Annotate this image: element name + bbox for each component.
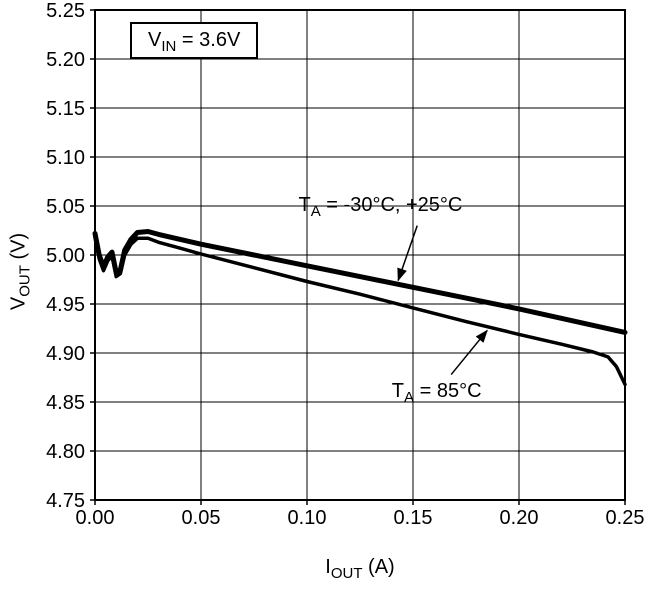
x-axis-label-text: I — [325, 556, 331, 578]
annotation-subscript: A — [310, 203, 321, 221]
y-axis-label: VOUT (V) — [7, 172, 34, 372]
condition-text: = 3.6V — [176, 29, 241, 51]
x-tick-label: 0.20 — [500, 507, 539, 529]
y-axis-label-text: (V) — [7, 232, 30, 266]
y-tick-label: 5.05 — [46, 196, 85, 218]
y-tick-label: 4.95 — [46, 294, 85, 316]
y-tick-label: 5.25 — [46, 0, 85, 22]
input-voltage-condition-box: VIN = 3.6V — [130, 22, 259, 59]
condition-text: V — [148, 29, 162, 51]
y-tick-label: 5.20 — [46, 49, 85, 71]
annotation-text: = -30°C, +25°C — [320, 194, 463, 217]
y-axis-label-subscript: OUT — [16, 265, 34, 297]
annotation-text: T — [298, 194, 311, 217]
annotation-arrow-1 — [450, 329, 488, 376]
series-line-1 — [93, 235, 627, 387]
annotation-arrow-0 — [397, 225, 418, 282]
x-axis-label-subscript: OUT — [330, 565, 363, 582]
curve-label-ta-hot: TA = 85°C — [391, 380, 482, 407]
y-axis-label-text: V — [7, 296, 30, 311]
x-tick-label: 0.25 — [606, 507, 645, 529]
condition-subscript: IN — [161, 38, 177, 55]
y-tick-label: 4.90 — [46, 343, 85, 365]
y-tick-label: 5.15 — [46, 98, 85, 120]
y-tick-label: 4.80 — [46, 441, 85, 463]
x-axis-label-text: (A) — [362, 556, 395, 578]
annotation-text: T — [391, 380, 405, 403]
y-tick-label: 4.75 — [46, 490, 85, 512]
x-tick-label: 0.15 — [394, 507, 433, 529]
x-axis-label: IOUT (A) — [95, 556, 625, 582]
plot-border — [94, 9, 626, 501]
y-tick-label: 5.10 — [46, 147, 85, 169]
annotation-subscript: A — [404, 389, 415, 407]
curve-label-ta-cold: TA = -30°C, +25°C — [298, 194, 463, 221]
y-tick-label: 5.00 — [46, 245, 85, 267]
series-line-0 — [92, 229, 628, 335]
x-tick-label: 0.05 — [182, 507, 221, 529]
y-tick-label: 4.85 — [46, 392, 85, 414]
x-tick-label: 0.00 — [76, 507, 115, 529]
annotation-text: = 85°C — [414, 380, 482, 403]
x-tick-label: 0.10 — [288, 507, 327, 529]
